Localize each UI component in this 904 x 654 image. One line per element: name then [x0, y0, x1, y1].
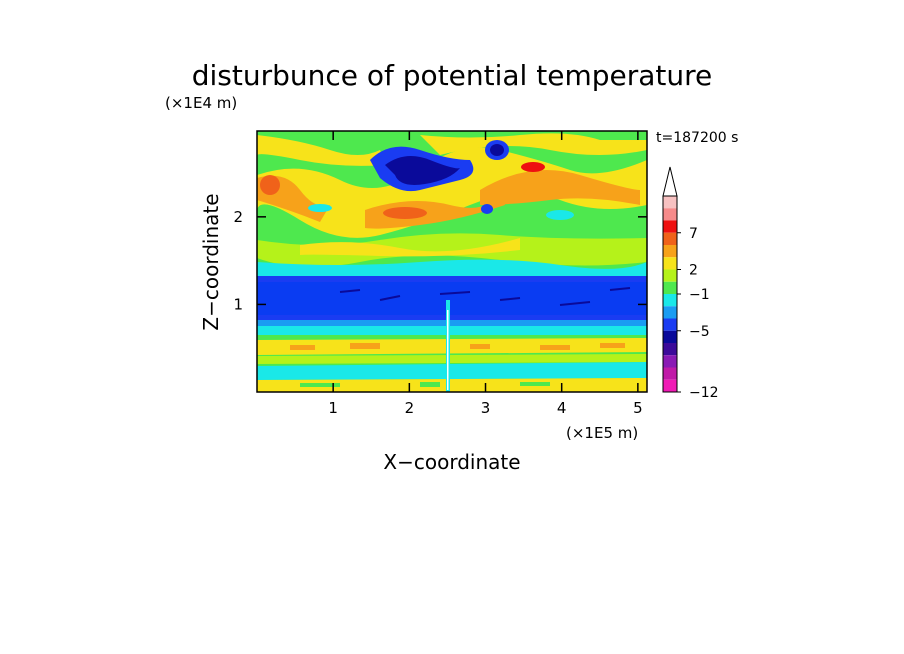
x-scale-note: (×1E5 m)	[566, 424, 638, 442]
lower-yellow-band-1	[257, 338, 647, 355]
colorbar-tick-label: 7	[689, 226, 698, 242]
upper-yellow-band-3	[420, 133, 647, 155]
blue-band-lower-edge	[257, 320, 647, 328]
colorbar: 7 2 −1 −5 −12	[662, 166, 719, 401]
vertical-perturbation-core	[447, 310, 449, 390]
colorbar-swatch	[663, 355, 677, 368]
time-label: t=187200 s	[656, 130, 738, 146]
blue-band-dark-streaks	[339, 287, 631, 306]
x-tick-label: 5	[633, 399, 643, 417]
lower-cyan-band-1	[257, 326, 647, 335]
upper-orange-band-3	[480, 170, 640, 205]
upper-blue-blob-3	[481, 204, 493, 214]
x-tick-label: 3	[481, 399, 491, 417]
colorbar-tick-label: 2	[689, 263, 698, 279]
colorbar-swatch	[663, 220, 677, 233]
upper-red-spot-1	[383, 207, 427, 219]
plot-frame	[256, 130, 648, 393]
colorbar-swatch	[663, 343, 677, 356]
colorbar-swatch	[663, 306, 677, 319]
colorbar-swatch	[663, 379, 677, 392]
upper-darkblue-blob-2	[490, 144, 504, 156]
y-tick-label: 1	[233, 295, 243, 313]
colorbar-swatch	[663, 245, 677, 258]
lower-cyan-band-2	[257, 362, 647, 380]
colorbar-swatch	[663, 196, 677, 209]
lower-lightgreen-band	[257, 354, 647, 364]
lower-orange-spots	[290, 343, 625, 350]
lower-green-streaks	[300, 382, 550, 387]
colorbar-swatch	[663, 367, 677, 380]
colorbar-arrow	[662, 166, 678, 197]
x-tick-label: 1	[328, 399, 338, 417]
plot-area	[257, 131, 647, 392]
upper-darkblue-blob-1	[385, 156, 460, 185]
upper-yellow-band-4	[300, 238, 520, 257]
upper-red-spot-2	[521, 162, 545, 172]
upper-lightgreen-band	[257, 233, 647, 268]
colorbar-swatch	[663, 232, 677, 245]
colorbar-swatch	[663, 318, 677, 331]
upper-red-spot-3	[260, 175, 280, 195]
x-tick-label: 2	[405, 399, 415, 417]
lower-yellow-band-2	[257, 378, 647, 392]
upper-cyan-blob-2	[308, 204, 332, 212]
colorbar-swatch	[663, 330, 677, 343]
colorbar-tick-label: −12	[689, 385, 719, 401]
blue-band-inner	[257, 282, 647, 315]
colorbar-swatch	[663, 294, 677, 307]
upper-cyan-blob-1	[546, 210, 574, 220]
colorbar-swatch	[663, 208, 677, 221]
chart-title: disturbunce of potential temperature	[192, 59, 713, 92]
colorbar-swatch	[663, 269, 677, 282]
axes-layer: 1 2 3 4 5 1 2	[233, 131, 647, 417]
upper-orange-band-2	[365, 190, 505, 229]
colorbar-swatch	[663, 281, 677, 294]
x-tick-label: 4	[557, 399, 567, 417]
y-axis-label: Z−coordinate	[199, 193, 223, 330]
colorbar-swatch	[663, 257, 677, 270]
y-scale-note: (×1E4 m)	[165, 94, 237, 112]
y-tick-label: 2	[233, 208, 243, 226]
colorbar-tick-label: −5	[689, 324, 710, 340]
colorbar-tick-label: −1	[689, 287, 710, 303]
x-axis-label: X−coordinate	[383, 450, 520, 474]
upper-yellow-band-2	[257, 135, 385, 166]
upper-cyan-band	[257, 259, 647, 279]
